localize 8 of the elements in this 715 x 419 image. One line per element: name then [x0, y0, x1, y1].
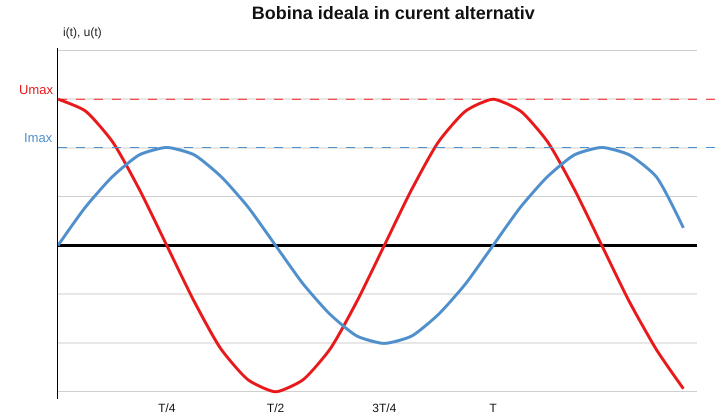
x-tick-label: T [489, 401, 498, 415]
x-tick-label: T/2 [266, 401, 285, 415]
x-tick-label: T/4 [158, 401, 176, 415]
x-tick-label: 3T/4 [372, 401, 397, 415]
chart-title: Bobina ideala in curent alternativ [252, 2, 535, 23]
ref-line-label: Imax [24, 130, 53, 145]
text: i(t), u(t) [63, 25, 102, 39]
ref-line-label: Umax [19, 82, 54, 97]
